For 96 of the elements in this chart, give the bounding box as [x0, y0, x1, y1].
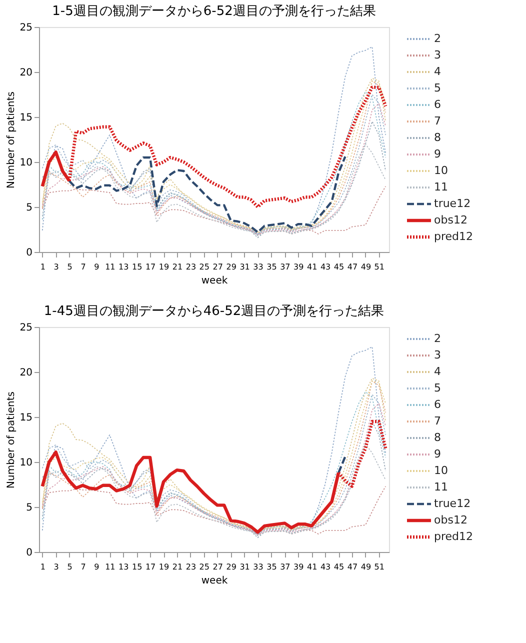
x-tick-label: 3	[54, 262, 59, 272]
legend-label: 4	[434, 365, 441, 378]
x-tick-label: 41	[307, 562, 318, 572]
x-tick-label: 21	[172, 562, 183, 572]
legend-label: true12	[434, 497, 471, 510]
x-tick-label: 49	[360, 262, 372, 272]
x-tick-label: 33	[253, 262, 264, 272]
legend-label: 9	[434, 448, 441, 460]
x-axis-title: week	[201, 576, 228, 586]
x-tick-label: 19	[158, 562, 170, 572]
x-tick-label: 25	[199, 262, 210, 272]
y-tick-label: 25	[20, 22, 32, 34]
x-tick-label: 5	[67, 562, 72, 572]
legend-label: 9	[434, 148, 441, 160]
legend-label: 7	[434, 114, 441, 128]
legend-label: 6	[434, 398, 441, 411]
legend-label: 10	[434, 464, 448, 477]
legend-label: obs12	[434, 514, 468, 526]
x-tick-label: 23	[186, 562, 196, 572]
x-tick-label: 11	[105, 262, 116, 272]
legend-label: 3	[434, 348, 441, 362]
y-tick-label: 0	[26, 248, 32, 258]
legend-label: 5	[434, 382, 441, 394]
legend-label: 6	[434, 98, 441, 111]
y-tick-label: 10	[20, 158, 32, 168]
legend-label: true12	[434, 197, 471, 210]
legend-label: 8	[434, 131, 441, 144]
x-tick-label: 27	[212, 562, 223, 572]
x-tick-label: 9	[94, 562, 100, 572]
x-axis-title: week	[201, 276, 228, 286]
legend-label: 7	[434, 414, 441, 428]
x-tick-label: 29	[226, 262, 236, 272]
x-tick-label: 51	[374, 562, 384, 572]
legend-label: obs12	[434, 214, 468, 226]
x-tick-label: 37	[280, 262, 290, 272]
legend-label: 10	[434, 164, 448, 177]
x-tick-label: 39	[294, 262, 304, 272]
x-tick-label: 43	[320, 562, 331, 572]
y-tick-label: 20	[20, 68, 32, 78]
y-tick-label: 5	[26, 202, 32, 214]
x-tick-label: 51	[374, 262, 384, 272]
x-tick-label: 23	[186, 262, 196, 272]
y-axis-title: Number of patients	[6, 92, 17, 188]
x-tick-label: 7	[80, 262, 86, 272]
chart-title: 1-45週目の観測データから46-52週目の予測を行った結果	[44, 304, 384, 319]
x-tick-label: 13	[118, 262, 129, 272]
x-tick-label: 31	[240, 262, 250, 272]
y-axis-title: Number of patients	[6, 392, 17, 488]
legend-label: pred12	[434, 530, 474, 543]
legend-label: 5	[434, 82, 441, 94]
x-tick-label: 47	[347, 262, 358, 272]
chart-title: 1-5週目の観測データから6-52週目の予測を行った結果	[52, 4, 376, 19]
legend-label: pred12	[434, 230, 474, 243]
y-tick-label: 15	[20, 412, 32, 424]
y-tick-label: 10	[20, 458, 32, 468]
x-tick-label: 33	[253, 562, 264, 572]
x-tick-label: 15	[132, 262, 142, 272]
legend-label: 4	[434, 65, 441, 78]
x-tick-label: 45	[334, 262, 344, 272]
y-tick-label: 20	[20, 368, 32, 378]
x-tick-label: 35	[266, 562, 277, 572]
legend-label: 11	[434, 180, 448, 194]
x-tick-label: 39	[294, 562, 304, 572]
legend-label: 3	[434, 48, 441, 62]
x-tick-label: 17	[145, 262, 156, 272]
y-tick-label: 25	[20, 322, 32, 334]
x-tick-label: 37	[280, 562, 290, 572]
x-tick-label: 27	[212, 262, 223, 272]
x-tick-label: 41	[307, 262, 318, 272]
x-tick-label: 49	[360, 562, 372, 572]
legend-label: 2	[434, 32, 441, 45]
x-tick-label: 7	[80, 562, 86, 572]
legend-label: 2	[434, 332, 441, 345]
y-tick-label: 0	[26, 548, 32, 558]
x-tick-label: 1	[40, 562, 46, 572]
x-tick-label: 47	[347, 562, 358, 572]
x-tick-label: 3	[54, 562, 59, 572]
x-tick-label: 1	[40, 262, 46, 272]
x-tick-label: 29	[226, 562, 236, 572]
y-tick-label: 15	[20, 112, 32, 124]
x-tick-label: 21	[172, 262, 183, 272]
x-tick-label: 43	[320, 262, 331, 272]
legend-label: 11	[434, 480, 448, 494]
x-tick-label: 25	[199, 562, 210, 572]
x-tick-label: 19	[158, 262, 170, 272]
x-tick-label: 9	[94, 262, 100, 272]
x-tick-label: 45	[334, 562, 344, 572]
x-tick-label: 11	[105, 562, 116, 572]
legend-label: 8	[434, 431, 441, 444]
x-tick-label: 35	[266, 262, 277, 272]
y-tick-label: 5	[26, 502, 32, 514]
x-tick-label: 15	[132, 562, 142, 572]
x-tick-label: 5	[67, 262, 72, 272]
x-tick-label: 17	[145, 562, 156, 572]
x-tick-label: 31	[240, 562, 250, 572]
x-tick-label: 13	[118, 562, 129, 572]
